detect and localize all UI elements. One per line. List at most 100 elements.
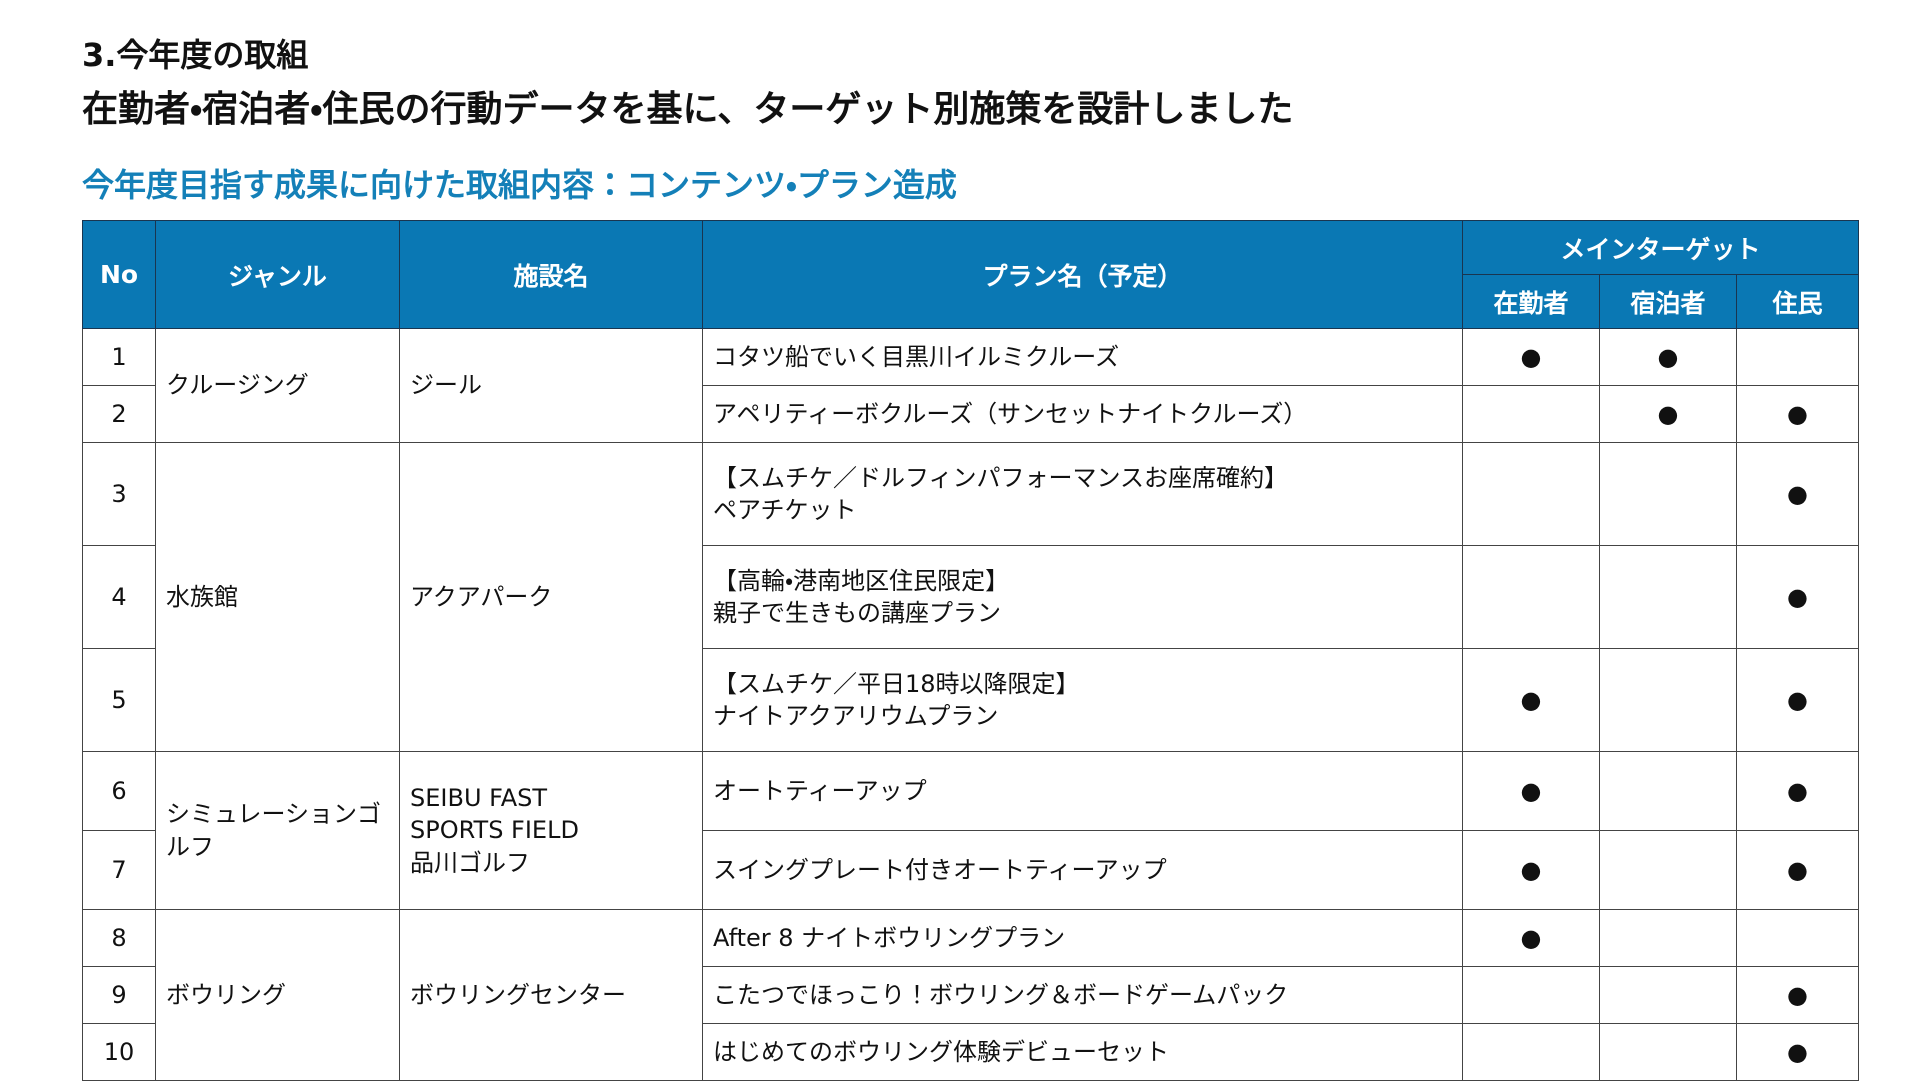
plan-cell: 【スムチケ／平日18時以降限定】 ナイトアクアリウムプラン (702, 648, 1463, 752)
cell-line: ジール (410, 371, 482, 400)
table-row: 4 【高輪・港南地区住民限定】 親子で生きもの講座プラン ● (82, 545, 1859, 649)
no-cell: 8 (82, 909, 156, 967)
table-row: 3 水族館 アクアパーク 【スムチケ／ドルフィンパフォーマンスお座席確約】 ペアチケット… (82, 442, 1859, 752)
plan-cell: コタツ船でいく目黒川イルミクルーズ (702, 328, 1463, 386)
facility-cell: アクアパーク (399, 442, 703, 752)
header-cell: 在勤者 (1462, 274, 1600, 329)
page-title: 在勤者・宿泊者・住民の行動データを基に、ターゲット別施策を設計しました (82, 89, 1294, 130)
target-cell: ● (1462, 909, 1600, 967)
target-cell (1599, 545, 1737, 649)
cell-line: 親子で生きもの講座プラン (713, 599, 1001, 627)
plan-cell: After 8 ナイトボウリングプラン (702, 909, 1463, 967)
plan-cell: スイングプレート付きオートティーアップ (702, 830, 1463, 910)
cell-line: 【スムチケ／平日18時以降限定】 (713, 669, 1080, 698)
target-cell (1599, 830, 1737, 910)
table-row: 8 ボウリング ボウリングセンター After 8 ナイトボウリングプラン ● (82, 909, 1859, 1081)
target-cell (1736, 328, 1859, 386)
header-cell: ジャンル (155, 220, 400, 329)
target-cell: ● (1736, 751, 1859, 831)
table-row: 1 クルージング ジール コタツ船でいく目黒川イルミクルーズ ● ● (82, 328, 1859, 443)
target-cell (1462, 545, 1600, 649)
facility-cell: SEIBU FAST SPORTS FIELD 品川ゴルフ (399, 751, 703, 910)
cell-line: ペアチケット (713, 496, 857, 524)
genre-cell: ボウリング (155, 909, 400, 1081)
no-cell: 3 (82, 442, 156, 546)
no-cell: 2 (82, 385, 156, 443)
cell-line: 【スムチケ／ドルフィンパフォーマンスお座席確約】 (713, 463, 1289, 492)
no-cell: 7 (82, 830, 156, 910)
target-cell (1599, 909, 1737, 967)
target-cell: ● (1462, 328, 1600, 386)
target-cell (1599, 966, 1737, 1024)
header-cell: メインターゲット (1462, 220, 1859, 275)
genre-cell: 水族館 (155, 442, 400, 752)
table-row: 10 はじめてのボウリング体験デビューセット ● (82, 1023, 1859, 1081)
plan-cell: 【スムチケ／ドルフィンパフォーマンスお座席確約】 ペアチケット (702, 442, 1463, 546)
cell-line: オートティーアップ (713, 776, 927, 805)
genre-cell: シミュレーションゴルフ (155, 751, 400, 910)
cell-line: SEIBU FAST (410, 783, 548, 812)
no-cell: 10 (82, 1023, 156, 1081)
target-cell: ● (1736, 442, 1859, 546)
target-cell: ● (1736, 648, 1859, 752)
cell-line: After 8 ナイトボウリングプラン (713, 923, 1066, 952)
cell-line: 品川ゴルフ (410, 848, 530, 877)
target-cell: ● (1599, 385, 1737, 443)
table-header: No ジャンル 施設名 プラン名（予定） メインターゲット 在勤者 宿泊者 住民 (82, 220, 1859, 329)
header-cell: No (82, 220, 156, 329)
table-row: 7 スイングプレート付きオートティーアップ ● ● (82, 830, 1859, 910)
plan-cell: こたつでほっこり！ボウリング＆ボードゲームパック (702, 966, 1463, 1024)
target-cell (1462, 1023, 1600, 1081)
table-row: 5 【スムチケ／平日18時以降限定】 ナイトアクアリウムプラン ● ● (82, 648, 1859, 752)
plan-cell: はじめてのボウリング体験デビューセット (702, 1023, 1463, 1081)
cell-line: こたつでほっこり！ボウリング＆ボードゲームパック (713, 980, 1289, 1009)
cell-line: アペリティーボクルーズ（サンセットナイトクルーズ） (713, 399, 1308, 428)
cell-line: はじめてのボウリング体験デビューセット (713, 1037, 1169, 1066)
cell-line: ボウリングセンター (410, 980, 626, 1009)
target-cell: ● (1462, 751, 1600, 831)
target-cell: ● (1736, 1023, 1859, 1081)
header-cell: 住民 (1736, 274, 1859, 329)
no-cell: 6 (82, 751, 156, 831)
cell-line: スイングプレート付きオートティーアップ (713, 855, 1167, 884)
target-cell (1462, 442, 1600, 546)
plan-cell: アペリティーボクルーズ（サンセットナイトクルーズ） (702, 385, 1463, 443)
table-row: 9 こたつでほっこり！ボウリング＆ボードゲームパック ● (82, 966, 1859, 1024)
plan-cell: 【高輪・港南地区住民限定】 親子で生きもの講座プラン (702, 545, 1463, 649)
target-cell (1599, 1023, 1737, 1081)
target-cell: ● (1736, 966, 1859, 1024)
no-cell: 1 (82, 328, 156, 386)
table-body: 1 クルージング ジール コタツ船でいく目黒川イルミクルーズ ● ● 2 アペリティーボクルー… (82, 328, 1859, 1081)
target-cell: ● (1462, 830, 1600, 910)
cell-line: 【高輪・港南地区住民限定】 (713, 566, 1010, 595)
plan-table: No ジャンル 施設名 プラン名（予定） メインターゲット 在勤者 宿泊者 住民… (82, 220, 1859, 1081)
subtitle: 今年度目指す成果に向けた取組内容：コンテンツ・プラン造成 (82, 166, 957, 204)
target-cell (1462, 385, 1600, 443)
header-cell: 宿泊者 (1599, 274, 1737, 329)
plan-cell: オートティーアップ (702, 751, 1463, 831)
target-cell (1736, 909, 1859, 967)
no-cell: 4 (82, 545, 156, 649)
table-row: 6 シミュレーションゴルフ SEIBU FAST SPORTS FIELD 品川ゴルフ オ… (82, 751, 1859, 910)
target-cell: ● (1462, 648, 1600, 752)
cell-line: SPORTS FIELD (410, 816, 579, 845)
genre-cell: クルージング (155, 328, 400, 443)
header-cell: プラン名（予定） (702, 220, 1463, 329)
target-cell (1599, 751, 1737, 831)
facility-cell: ジール (399, 328, 703, 443)
target-cell: ● (1736, 830, 1859, 910)
cell-line: ナイトアクアリウムプラン (713, 702, 999, 730)
facility-cell: ボウリングセンター (399, 909, 703, 1081)
target-cell: ● (1736, 545, 1859, 649)
section-heading: 3.今年度の取組 (82, 36, 309, 74)
target-cell: ● (1599, 328, 1737, 386)
no-cell: 5 (82, 648, 156, 752)
cell-line: コタツ船でいく目黒川イルミクルーズ (713, 342, 1120, 371)
target-cell (1599, 442, 1737, 546)
target-cell (1599, 648, 1737, 752)
target-cell (1462, 966, 1600, 1024)
no-cell: 9 (82, 966, 156, 1024)
table-row: 2 アペリティーボクルーズ（サンセットナイトクルーズ） ● ● (82, 385, 1859, 443)
header-cell: 施設名 (399, 220, 703, 329)
